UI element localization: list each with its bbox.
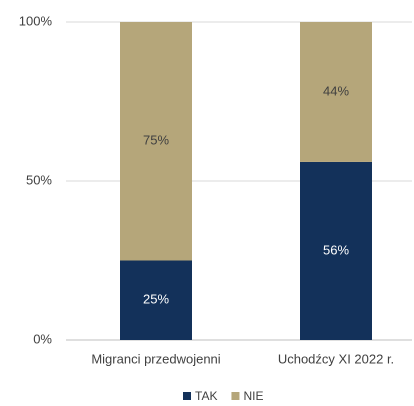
bar-segment [300,161,372,340]
y-tick-label: 0% [33,331,52,346]
data-label: 44% [323,83,349,98]
data-label: 25% [143,292,169,307]
bar-segment [120,22,192,261]
y-tick-label: 100% [19,13,53,28]
legend-swatch [231,392,240,400]
data-label: 75% [143,133,169,148]
bar-segment [300,22,372,162]
legend-label: NIE [243,389,263,403]
x-tick-label: Uchodźcy XI 2022 r. [278,351,394,366]
legend-label: TAK [195,389,217,403]
legend-swatch [183,392,191,400]
bar-segment [120,260,192,340]
y-tick-label: 50% [26,172,52,187]
x-tick-label: Migranci przedwojenni [91,351,220,366]
data-label: 56% [323,242,349,257]
